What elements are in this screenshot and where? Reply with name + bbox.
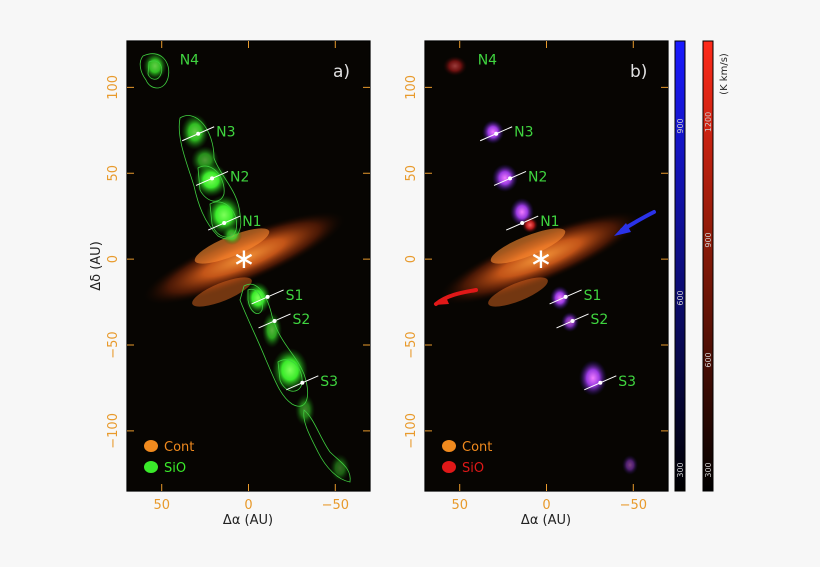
panel-b: b) 50 0 −50 100 50 0 −50 −100 N4 N3 N2 N1 S1 S2 S3 ∗… [404,40,669,528]
continuum-disk-lower-b [488,277,548,307]
y-tick-label: −50 [106,331,121,358]
x-tick-label: 0 [244,498,252,513]
y-tick-label: 0 [106,255,121,263]
panel-b-legend: Cont SiO [442,440,492,476]
colorbar-blue-tick-300: 300 [676,462,685,477]
colorbar-blue-tick-600: 600 [676,290,685,305]
knot-marker [222,221,227,226]
x-tick-label: 50 [153,498,170,513]
colorbar-red-gradient [702,40,714,492]
knot-label: N1 [242,214,261,230]
knot-label: S3 [618,374,636,390]
colorbar-blue: 900 600 300 [674,40,686,492]
colorbar-blue-gradient [674,40,686,492]
colorbar-red-units: (K km/s) [719,53,730,95]
colorbar-red-tick-600: 600 [704,352,713,367]
knot-marker [300,380,305,385]
panel-b-x-axis-label: Δα (AU) [521,513,571,528]
sio-contours [139,53,351,483]
legend-cont-swatch-b [442,440,456,452]
star-marker-a: ∗ [232,242,255,275]
star-marker-b: ∗ [529,242,552,275]
y-tick-label: 100 [106,75,121,100]
y-tick-label: 100 [404,75,419,100]
knot-marker [265,294,270,299]
legend-cont-swatch-a [144,440,158,452]
panel-a: a) 50 0 −50 100 50 0 −50 −100 N4 N3 N2 N1 S1 S2 S3 ∗… [89,40,371,528]
continuum-disk-b [439,211,641,305]
y-tick-label: −100 [106,413,121,449]
knot-marker [272,318,277,323]
knot-label: N4 [478,53,497,69]
y-tick-label: 0 [404,255,419,263]
legend-cont-label-b: Cont [462,440,492,455]
knot-label: S3 [320,374,338,390]
panel-a-y-ticks: 100 50 0 −50 −100 [106,75,370,449]
continuum-disk-upper [194,228,270,264]
y-tick-label: 50 [106,165,121,182]
legend-sio-label-a: SiO [164,461,186,476]
knot-marker [563,294,568,299]
panel-a-y-axis-label: Δδ (AU) [89,241,104,291]
colorbar-blue-tick-900: 900 [676,118,685,133]
continuum-disk [143,211,345,305]
legend-sio-swatch-a [144,461,158,473]
x-tick-label: 50 [451,498,468,513]
colorbar-red: 1200 900 600 300 (K km/s) [702,40,730,492]
knot-label: N3 [514,125,533,141]
knot-marker [508,176,513,181]
knot-marker [210,176,215,181]
knot-label: N2 [528,169,547,185]
panel-b-knots: N4 N3 N2 N1 S1 S2 S3 [478,53,636,391]
colorbar-red-tick-1200: 1200 [704,112,713,132]
knot-label: N2 [230,169,249,185]
colorbar-red-tick-900: 900 [704,232,713,247]
knot-marker [196,131,201,136]
panel-b-x-ticks: 50 0 −50 [451,41,647,513]
x-tick-label: 0 [542,498,550,513]
y-tick-label: −100 [404,413,419,449]
knot-label: S2 [591,312,609,328]
continuum-disk-upper-b [490,228,566,264]
legend-sio-swatch-b [442,461,456,473]
knot-label: S1 [286,288,304,304]
panel-b-y-ticks: 100 50 0 −50 −100 [404,75,668,449]
blue-arrow-head [614,223,631,236]
legend-cont-label-a: Cont [164,440,194,455]
y-tick-label: −50 [404,331,419,358]
knot-label: N1 [540,214,559,230]
knot-label: N3 [216,125,235,141]
knot-marker [494,131,499,136]
x-tick-label: −50 [322,498,349,513]
colorbar-red-tick-300: 300 [704,462,713,477]
knot-marker [570,318,575,323]
y-tick-label: 50 [404,165,419,182]
knot-label: S1 [584,288,602,304]
continuum-disk-lower [192,277,252,307]
red-arrow-head [434,297,449,305]
panel-b-label: b) [630,62,647,82]
panel-a-knots: N4 N3 N2 N1 S1 S2 S3 [180,53,338,391]
x-tick-label: −50 [620,498,647,513]
panel-a-x-axis-label: Δα (AU) [223,513,273,528]
knot-marker [598,380,603,385]
knot-label: N4 [180,53,199,69]
knot-marker [520,221,525,226]
panel-a-x-ticks: 50 0 −50 [153,41,349,513]
legend-sio-label-b: SiO [462,461,484,476]
panel-a-label: a) [333,62,350,82]
knot-label: S2 [293,312,311,328]
panel-a-legend: Cont SiO [144,440,194,476]
